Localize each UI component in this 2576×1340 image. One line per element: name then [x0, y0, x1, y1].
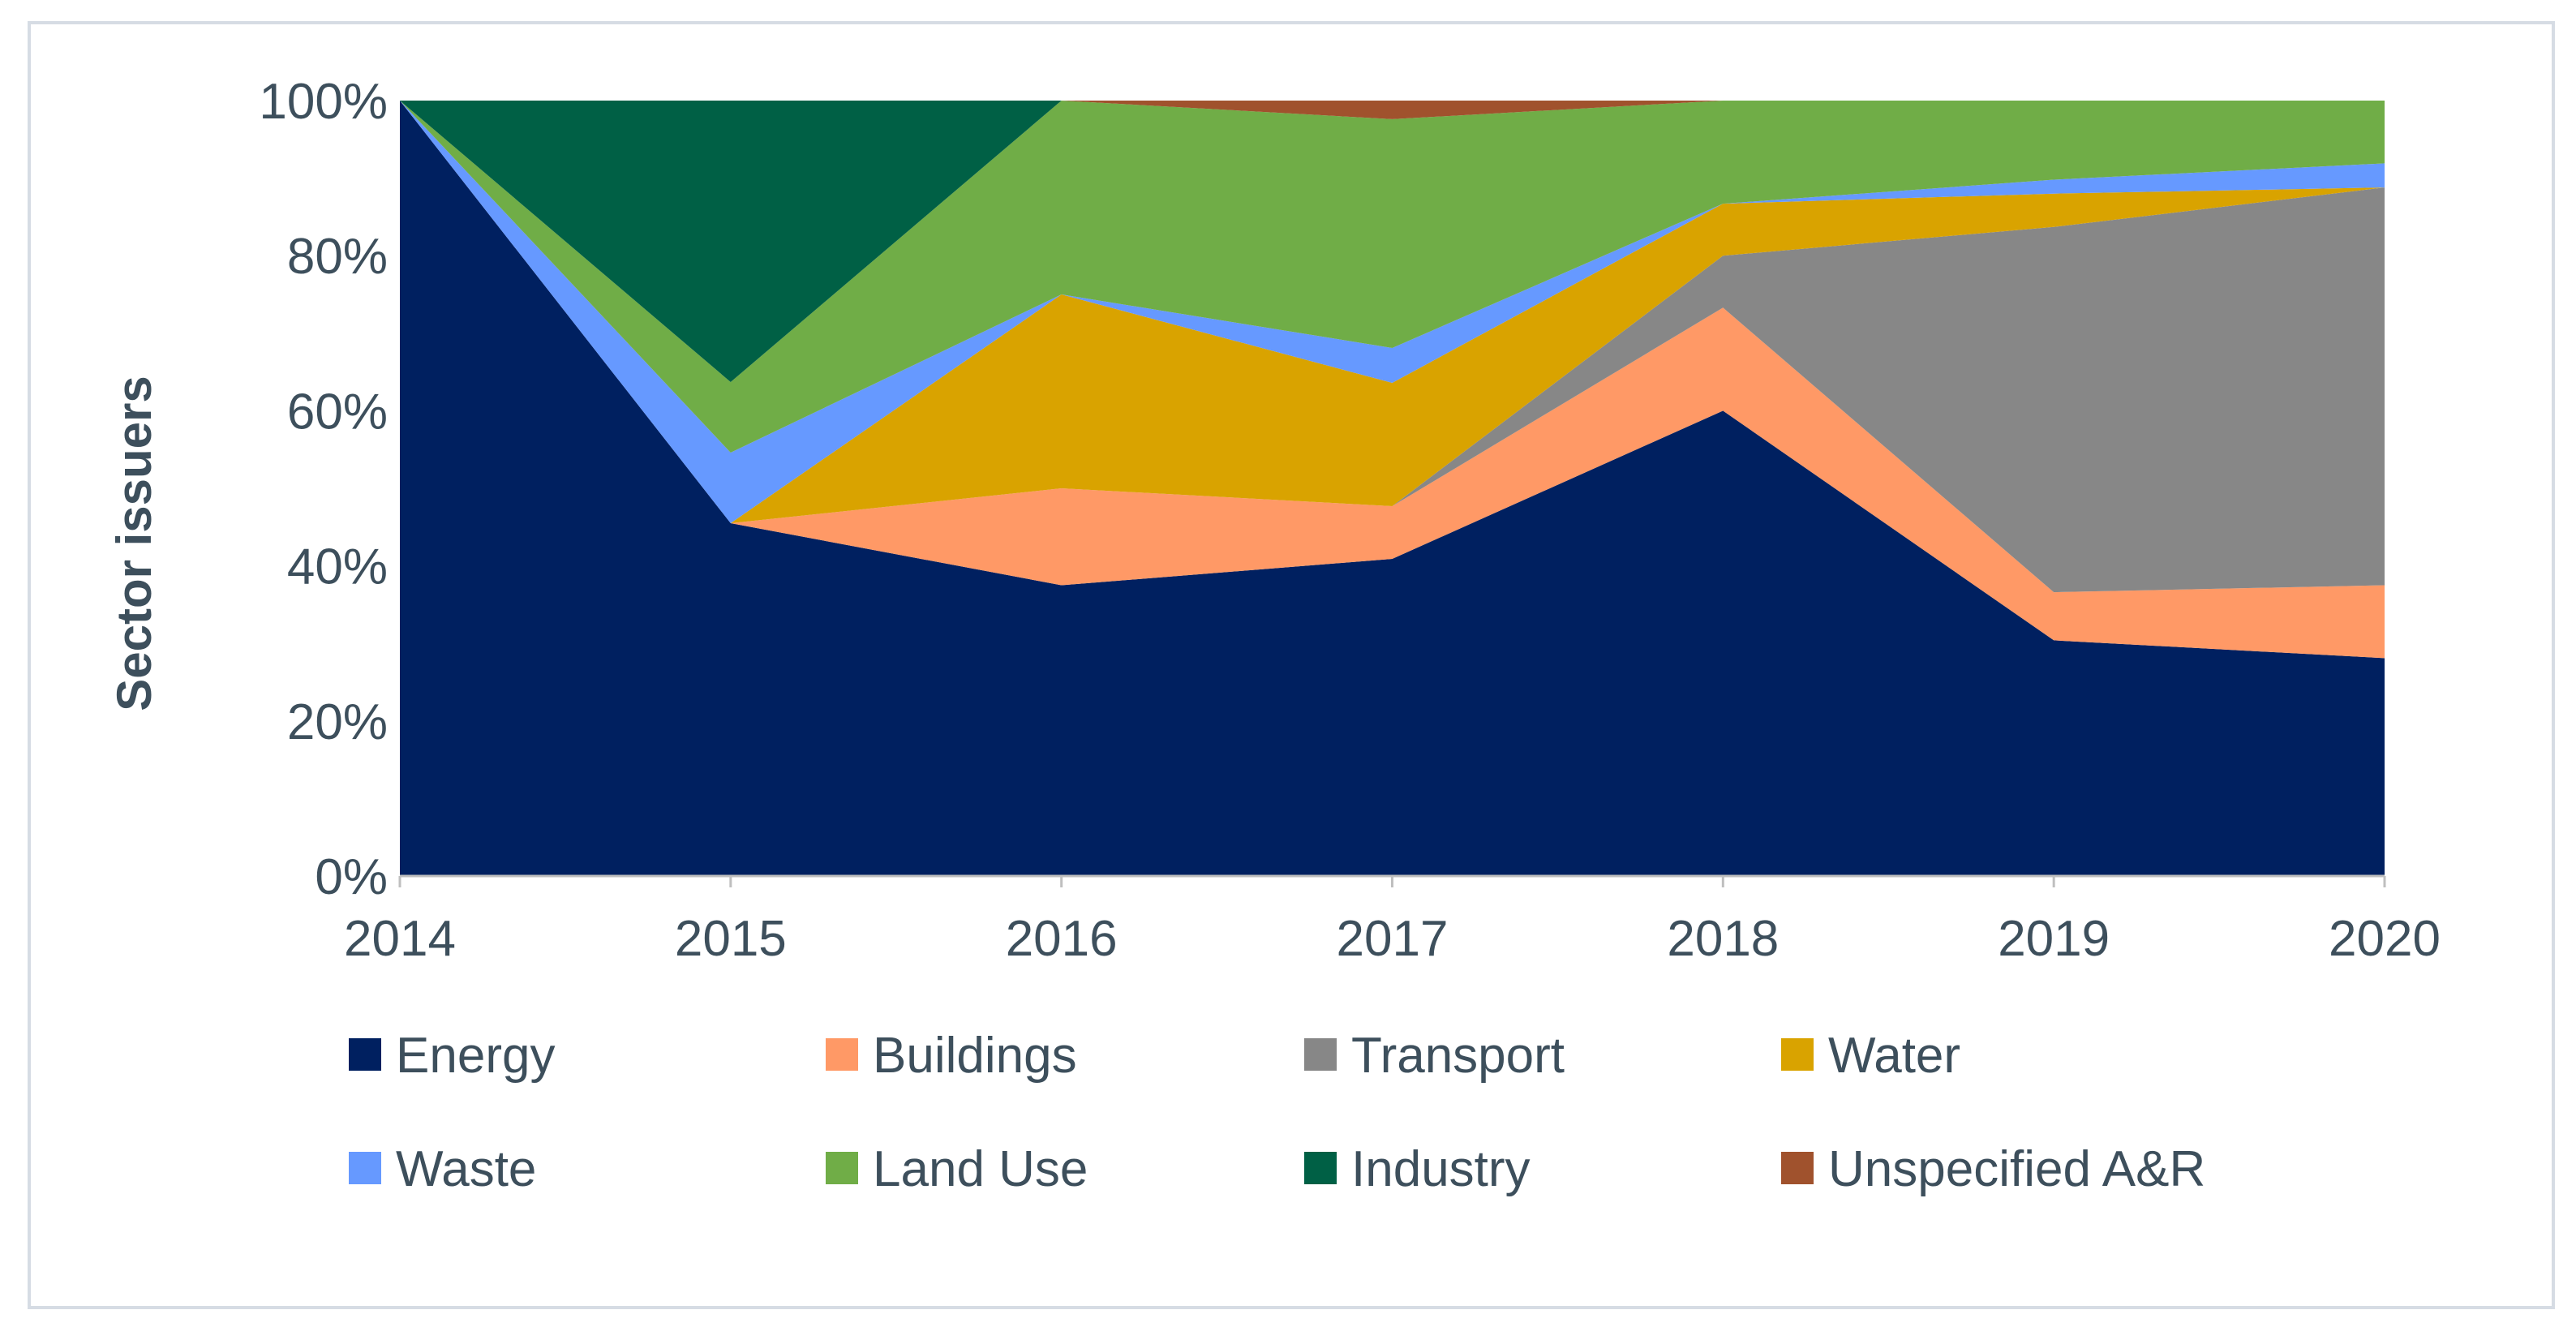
x-tick-label: 2015	[675, 911, 787, 967]
legend-swatch	[1781, 1152, 1814, 1184]
area-buildings	[400, 101, 2385, 659]
legend-label: Waste	[396, 1141, 536, 1197]
legend-item: Land Use	[826, 1141, 1088, 1197]
legend-label: Buildings	[873, 1028, 1077, 1084]
legend-label: Industry	[1351, 1141, 1531, 1197]
legend-item: Transport	[1304, 1028, 1565, 1084]
legend-swatch	[1781, 1038, 1814, 1071]
x-tick-label: 2020	[2329, 911, 2441, 967]
x-tick-label: 2014	[344, 911, 456, 967]
y-tick-label: 0%	[315, 849, 388, 905]
y-tick-label: 100%	[259, 74, 388, 130]
chart-svg: 0%20%40%60%80%100% 2014 2015 2016 2017 2018 2…	[107, 74, 2441, 1197]
legend-swatch	[826, 1038, 858, 1071]
y-tick-label: 20%	[287, 694, 388, 750]
legend-item: Industry	[1304, 1141, 1531, 1197]
legend-label: Transport	[1351, 1028, 1565, 1084]
area-transport	[400, 101, 2385, 593]
legend-label: Energy	[396, 1028, 555, 1084]
legend-label: Unspecified A&R	[1828, 1141, 2205, 1197]
legend-swatch	[349, 1152, 381, 1184]
x-tick-label: 2018	[1667, 911, 1779, 967]
area-land-use	[400, 101, 2385, 453]
x-tick-label: 2017	[1337, 911, 1449, 967]
area-water	[400, 101, 2385, 523]
legend: Energy Buildings Transport Water Waste Land U…	[349, 1028, 2205, 1197]
area-unspecified-a-r	[400, 101, 2385, 119]
legend-swatch	[349, 1038, 381, 1071]
legend-item: Energy	[349, 1028, 555, 1084]
y-tick-label: 40%	[287, 539, 388, 595]
legend-item: Waste	[349, 1141, 536, 1197]
legend-item: Unspecified A&R	[1781, 1141, 2205, 1197]
x-tick-label: 2016	[1006, 911, 1118, 967]
legend-swatch	[1304, 1152, 1337, 1184]
area-layers	[400, 101, 2385, 876]
legend-item: Buildings	[826, 1028, 1077, 1084]
axes	[398, 874, 2386, 887]
legend-swatch	[1304, 1038, 1337, 1071]
legend-swatch	[826, 1152, 858, 1184]
area-industry	[400, 101, 2385, 382]
x-tick-labels: 2014 2015 2016 2017 2018 2019 2020	[344, 911, 2441, 967]
x-tick-label: 2019	[1998, 911, 2110, 967]
chart-frame: 0% 20% 40% 60% 80% 100% 2014 2015 2016 2017 2018 2…	[28, 21, 2555, 1309]
area-energy	[400, 101, 2385, 876]
y-axis-title: Sector issuers	[107, 376, 161, 711]
y-tick-labels: 0% 20% 40% 60% 80% 100%	[259, 74, 388, 905]
legend-item: Water	[1781, 1028, 1960, 1084]
y-tick-label: 60%	[287, 384, 388, 440]
y-tick-label: 80%	[287, 229, 388, 285]
legend-label: Land Use	[873, 1141, 1088, 1197]
legend-label: Water	[1828, 1028, 1960, 1084]
